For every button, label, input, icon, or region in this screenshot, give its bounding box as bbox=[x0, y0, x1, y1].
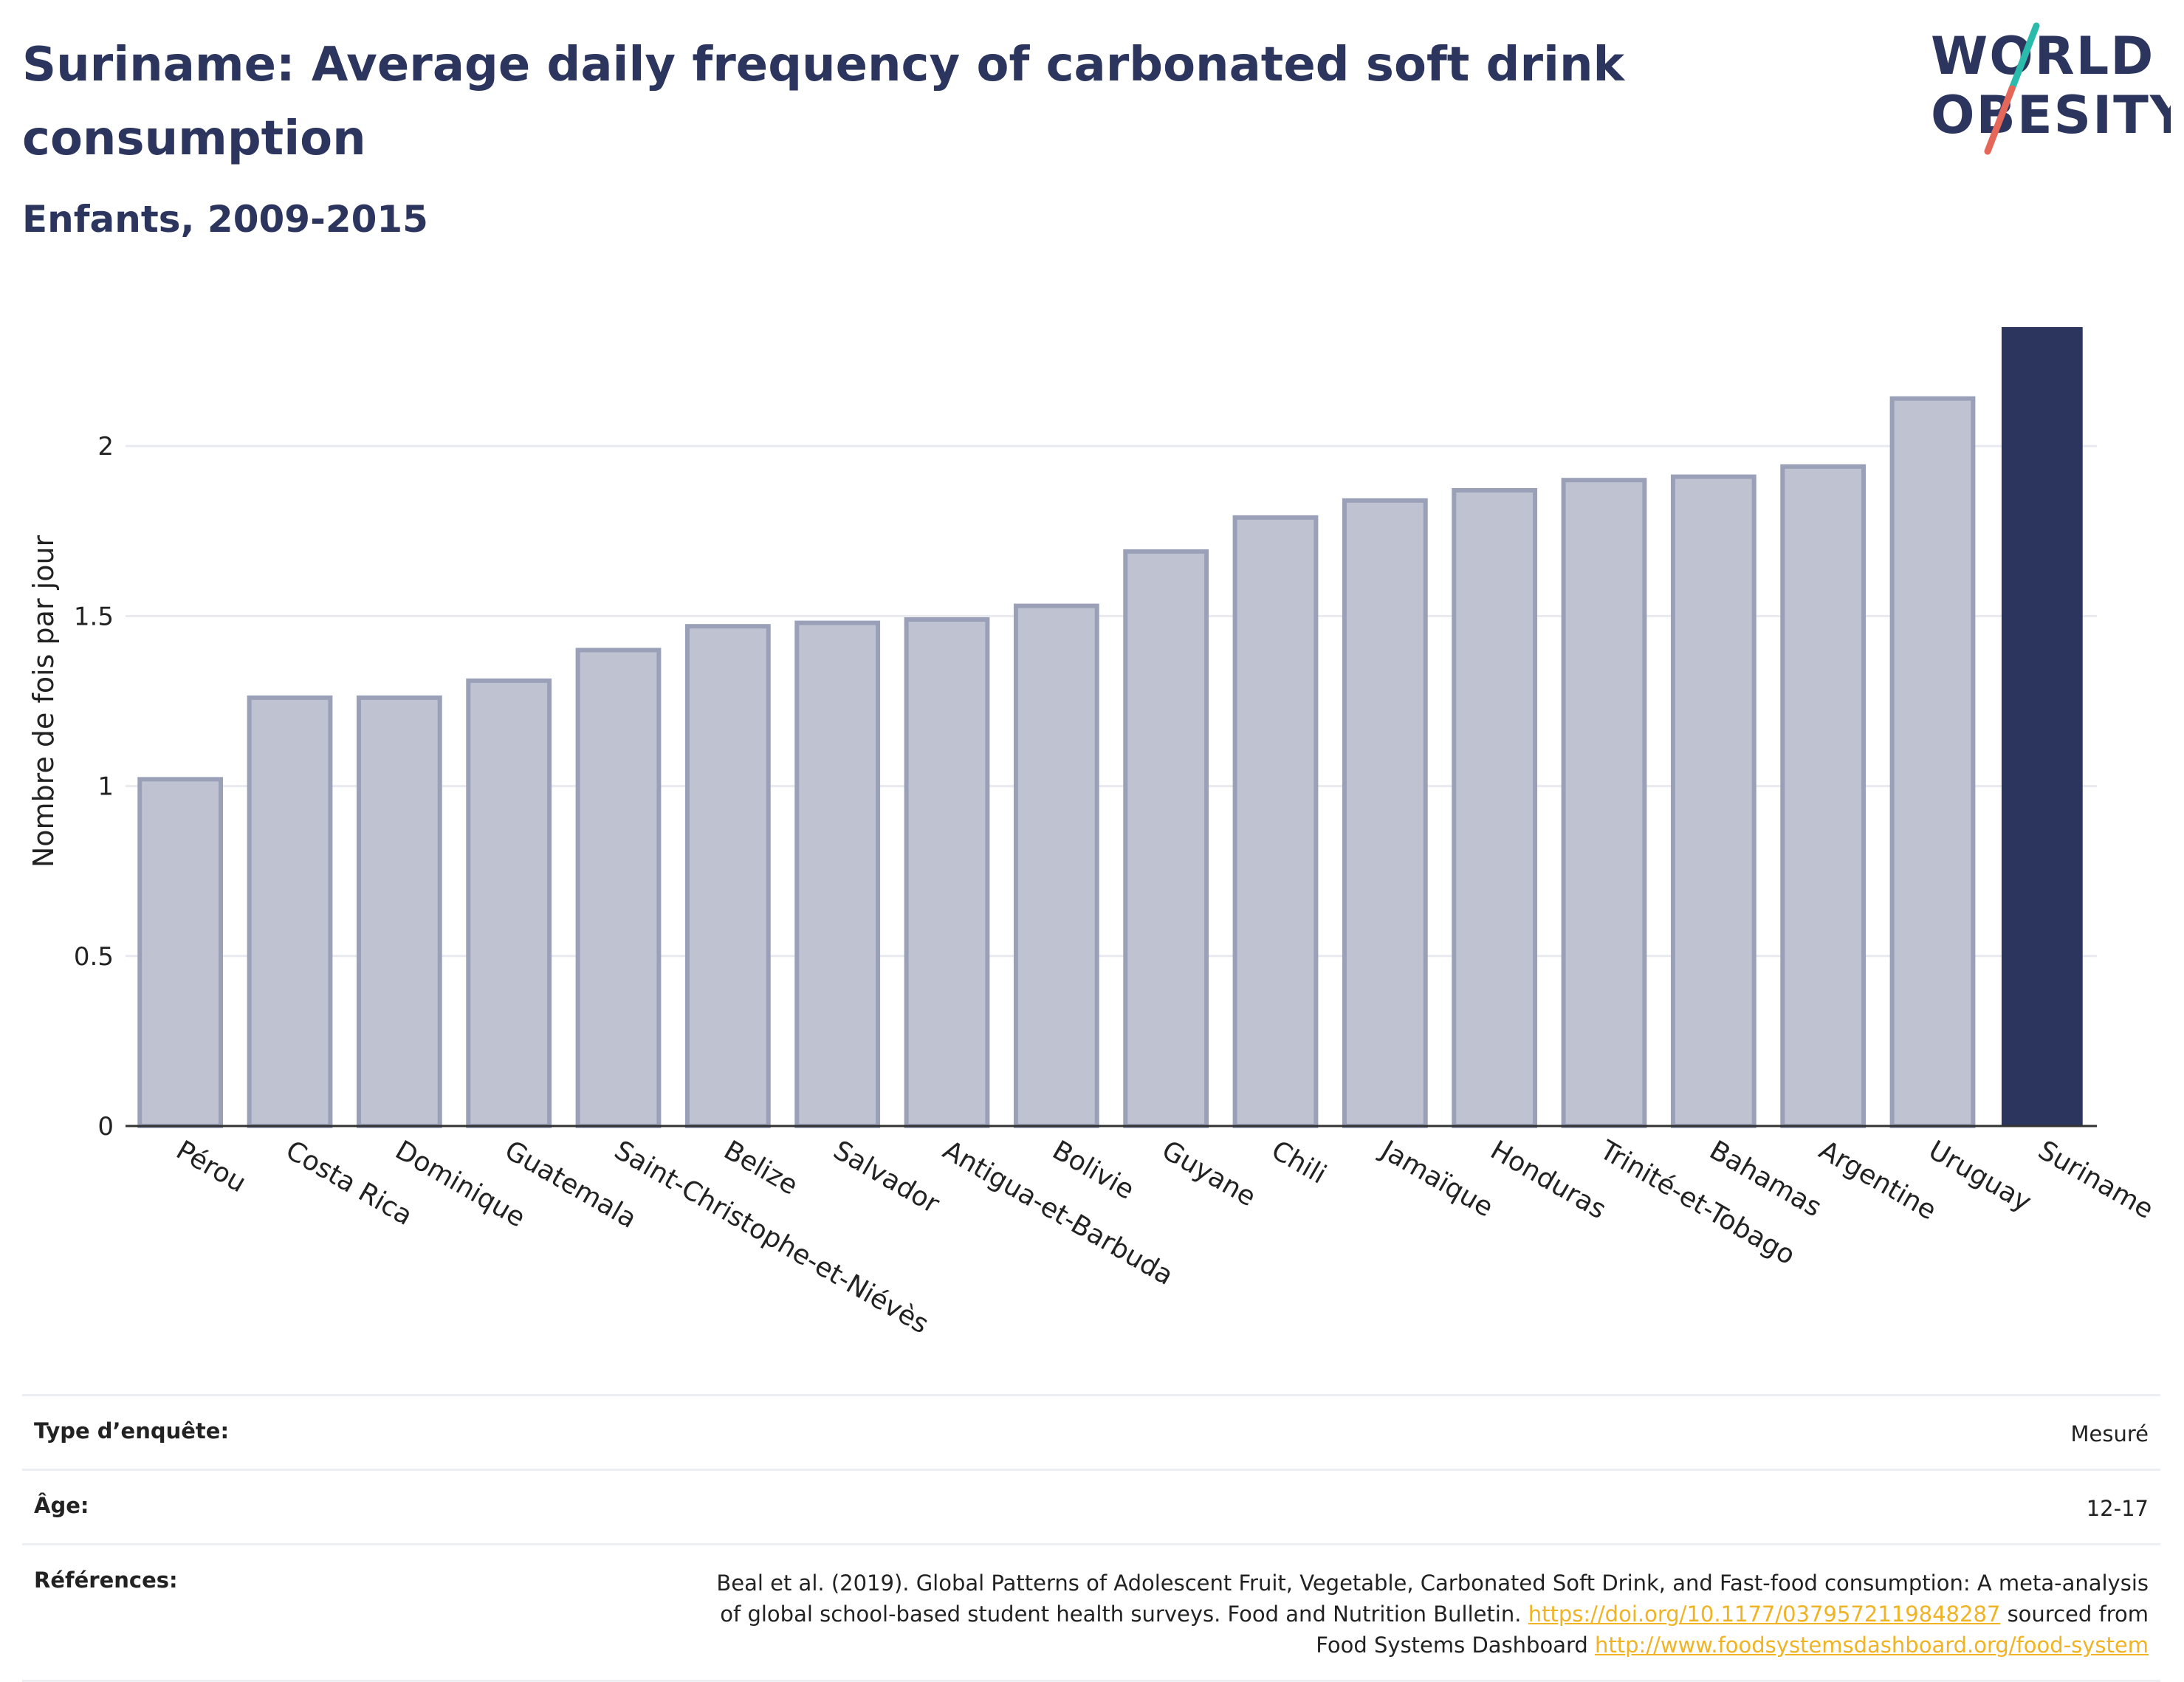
x-tick-label: Suriname bbox=[2033, 1135, 2158, 1225]
info-table: Type d’enquête: Mesuré Âge: 12-17 Référe… bbox=[22, 1394, 2160, 1682]
x-tick-label: Honduras bbox=[1486, 1135, 1611, 1225]
info-row-age: Âge: 12-17 bbox=[22, 1469, 2160, 1545]
x-tick-label: Argentine bbox=[1814, 1135, 1942, 1226]
bar bbox=[1561, 478, 1647, 1129]
references-text-2: of global school-based student health su… bbox=[720, 1602, 1522, 1627]
survey-type-label: Type d’enquête: bbox=[34, 1418, 230, 1444]
bar bbox=[2001, 327, 2083, 1126]
references-label: Références: bbox=[34, 1568, 178, 1593]
food-systems-link[interactable]: http://www.foodsystemsdashboard.org/food… bbox=[1595, 1633, 2149, 1658]
doi-link[interactable]: https://doi.org/10.1177/0379572119848287 bbox=[1528, 1602, 2001, 1627]
bar bbox=[1123, 549, 1209, 1129]
world-obesity-logo: WORLD OBESITY bbox=[1931, 22, 2171, 155]
logo-line-2: OBESITY bbox=[1931, 85, 2171, 145]
y-axis-title: Nombre de fois par jour bbox=[27, 535, 60, 868]
y-tick-label: 0 bbox=[97, 1112, 114, 1142]
bar bbox=[137, 777, 224, 1128]
bar bbox=[1232, 515, 1319, 1128]
bar bbox=[1889, 396, 1976, 1129]
bar bbox=[1452, 488, 1538, 1129]
age-label: Âge: bbox=[34, 1493, 89, 1518]
x-tick-label: Salvador bbox=[828, 1135, 944, 1220]
x-tick-label: Pérou bbox=[171, 1135, 251, 1198]
logo-line-1: WORLD bbox=[1931, 26, 2154, 86]
references-text-4: Food Systems Dashboard bbox=[1316, 1633, 1588, 1658]
y-tick-label: 1 bbox=[97, 772, 114, 802]
chart-title: Suriname: Average daily frequency of car… bbox=[22, 38, 1625, 166]
x-tick-label: Belize bbox=[718, 1135, 803, 1201]
y-tick-label: 0.5 bbox=[74, 942, 114, 972]
logo-slash-coral bbox=[1984, 85, 2016, 155]
x-tick-label: Trinité-et-Tobago bbox=[1594, 1135, 1800, 1271]
bar bbox=[575, 648, 662, 1128]
chart-subtitle: Enfants, 2009-2015 bbox=[22, 198, 428, 241]
bar bbox=[247, 695, 333, 1128]
gridlines bbox=[126, 444, 2097, 958]
x-tick-label: Bolivie bbox=[1047, 1135, 1139, 1206]
y-tick-label: 2 bbox=[97, 432, 114, 461]
references-value: Beal et al. (2019). Global Patterns of A… bbox=[477, 1545, 2160, 1681]
references-text-3: sourced from bbox=[2007, 1602, 2149, 1627]
info-row-survey-type: Type d’enquête: Mesuré bbox=[22, 1395, 2160, 1470]
bar bbox=[466, 678, 552, 1128]
y-tick-label: 1.5 bbox=[74, 602, 114, 631]
bar bbox=[794, 620, 881, 1129]
bar bbox=[684, 624, 771, 1128]
bar bbox=[904, 617, 990, 1128]
bar bbox=[1013, 603, 1099, 1128]
references-text-1: Beal et al. (2019). Global Patterns of A… bbox=[716, 1571, 2149, 1596]
bar bbox=[1670, 474, 1757, 1128]
x-tick-label: Uruguay bbox=[1923, 1135, 2036, 1218]
info-row-references: Références: Beal et al. (2019). Global P… bbox=[22, 1544, 2160, 1681]
x-tick-label: Chili bbox=[1266, 1135, 1331, 1190]
bars bbox=[137, 327, 2083, 1129]
bar bbox=[1780, 464, 1867, 1128]
logo-slash-teal bbox=[2008, 22, 2040, 92]
x-tick-label: Jamaïque bbox=[1375, 1134, 1498, 1223]
x-tick-label: Guyane bbox=[1157, 1135, 1261, 1212]
age-value: 12-17 bbox=[2086, 1496, 2149, 1521]
survey-type-value: Mesuré bbox=[2070, 1421, 2149, 1446]
bar bbox=[356, 695, 442, 1128]
bar bbox=[1342, 498, 1428, 1129]
